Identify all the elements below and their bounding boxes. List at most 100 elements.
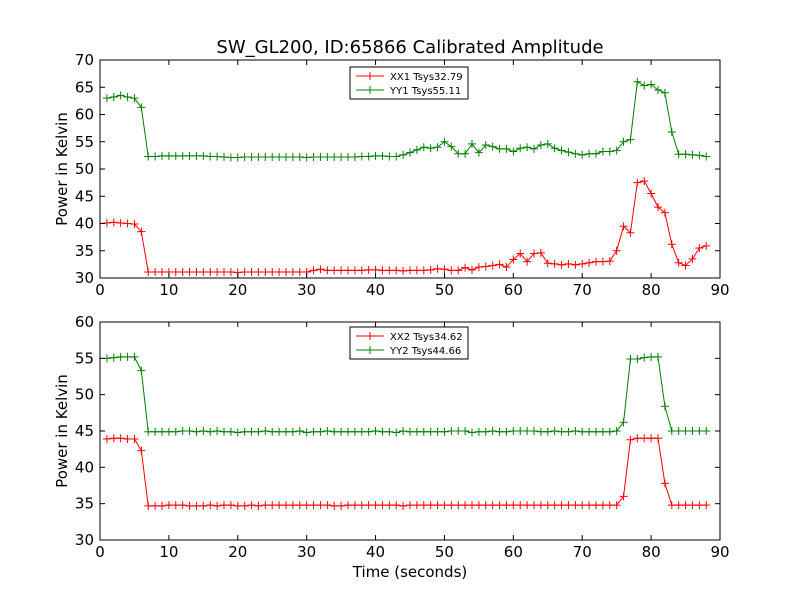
data-point [660,479,669,488]
data-point [578,427,587,436]
data-point [647,189,656,198]
data-point [268,268,277,277]
data-point [392,152,401,161]
data-point [371,265,380,274]
data-point [523,257,532,266]
data-point [605,501,614,510]
data-point [419,427,428,436]
data-point [185,427,194,435]
data-point [288,268,297,277]
data-point [502,263,511,272]
data-point [440,265,449,274]
data-point [309,501,318,510]
data-point [654,434,662,443]
data-point [530,501,538,510]
x-tick-label: 50 [435,543,454,561]
data-point [640,176,649,185]
data-point [667,127,676,136]
data-point [633,355,642,364]
data-point [302,428,311,437]
data-point [674,501,683,510]
data-point [461,149,470,158]
data-point [206,268,215,277]
data-point [585,501,594,510]
x-tick-label: 40 [366,543,385,561]
data-point [357,427,366,436]
data-point [543,427,552,436]
data-point [598,147,607,156]
data-point [385,501,394,510]
data-point [640,434,649,443]
data-point [406,266,414,275]
data-point [530,249,538,258]
data-point [102,94,111,103]
data-point [233,501,242,510]
data-point [557,501,566,510]
legend-label: XX2 Tsys34.62 [390,332,463,343]
data-point [399,150,408,159]
data-point [151,152,160,161]
data-point [419,143,428,152]
data-point [412,266,421,275]
y-axis: 30 35 40 45 50 55 60 65 70 [75,51,720,287]
data-point [654,203,662,212]
x-tick-label: 90 [710,543,729,561]
chart-1: 0 10 20 30 40 50 60 70 80 90 30 35 40 45 50 55 60 65 70 Pow… [53,51,730,299]
y-tick-label: 35 [75,495,94,513]
data-point [254,501,263,510]
data-point [295,153,304,162]
data-point [102,434,111,443]
data-point [399,501,408,510]
data-point [585,149,594,158]
data-point [474,148,483,157]
data-point [364,265,373,274]
data-point [702,501,711,510]
data-point [158,501,166,510]
data-point [144,501,153,510]
data-point [598,501,607,510]
legend-label: YY2 Tsys44.66 [389,346,461,357]
data-point [364,152,373,161]
data-point [178,268,187,277]
data-point [392,428,401,437]
data-point [316,427,325,436]
data-point [406,501,414,510]
data-point [598,427,607,436]
data-point [426,427,435,436]
data-point [481,501,490,510]
data-point [288,427,297,436]
data-point [268,427,277,436]
data-point [447,266,456,275]
data-point [619,492,628,501]
data-point [674,427,683,435]
data-point [433,264,442,273]
data-point [543,501,552,510]
data-point [674,258,683,267]
data-point [247,153,256,162]
data-point [433,501,442,510]
data-point [385,152,394,161]
y-tick-label: 30 [75,269,94,287]
data-point [633,434,642,443]
data-point [323,153,332,162]
data-point [344,153,352,162]
data-point [109,218,118,227]
data-point [220,268,228,277]
data-point [268,501,277,510]
x-axis-label: Time (seconds) [352,563,468,581]
data-point [468,265,476,274]
data-point [337,153,346,162]
data-point [502,427,511,436]
data-point [330,427,339,436]
x-axis: 0 10 20 30 40 50 60 70 80 90 [95,60,730,299]
data-point [564,259,573,268]
data-point [536,248,545,257]
data-point [447,142,456,151]
data-point [454,266,463,275]
data-point [192,268,201,277]
data-point [123,219,132,228]
data-point [247,427,256,436]
data-point [137,103,146,112]
y-tick-label: 40 [75,458,94,476]
